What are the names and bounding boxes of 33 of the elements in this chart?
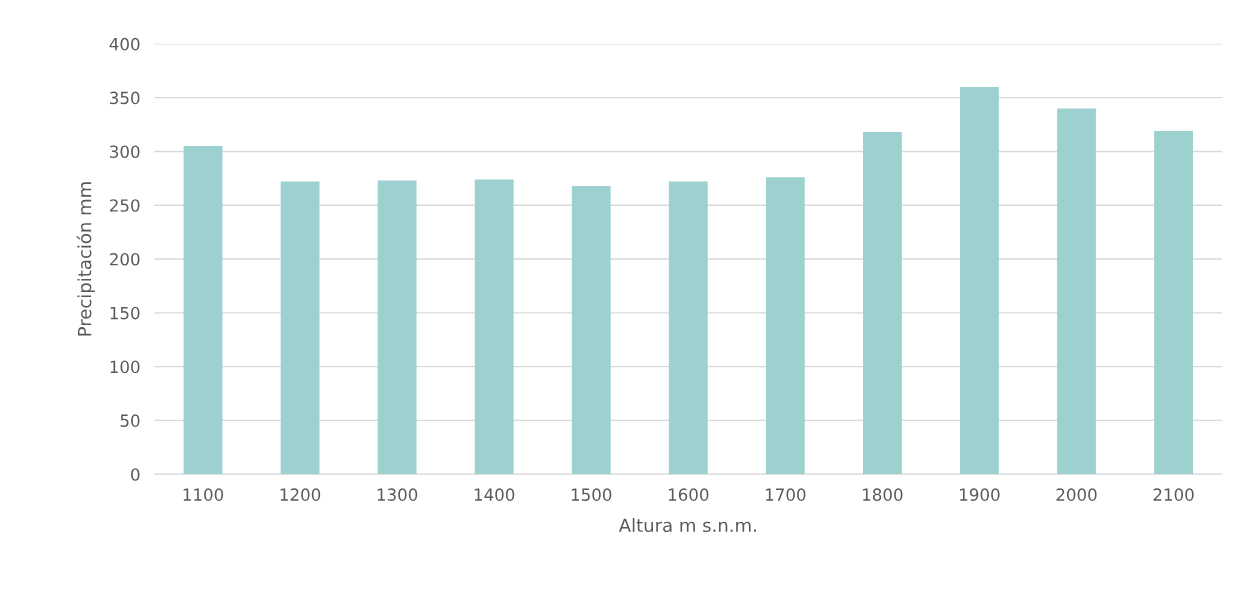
x-tick-label: 1900 <box>960 488 1000 501</box>
x-tick-label: 2100 <box>1153 488 1194 501</box>
y-axis-title: Precipitación mm <box>76 182 95 336</box>
y-tick-label: 250 <box>110 199 140 212</box>
bar <box>1154 131 1193 475</box>
x-tick-label: 2000 <box>1056 488 1097 501</box>
bar <box>377 180 417 475</box>
bar <box>571 185 611 475</box>
y-tick-label: 400 <box>109 37 140 51</box>
y-tick-label: 50 <box>120 414 140 427</box>
bar <box>960 86 999 475</box>
x-tick-label: 1500 <box>571 488 612 501</box>
y-tick-label: 100 <box>110 360 140 374</box>
bar <box>474 179 514 475</box>
y-tick-label: 350 <box>110 91 140 105</box>
bar <box>862 132 902 475</box>
x-tick-label: 1300 <box>377 488 418 501</box>
y-tick-label: 300 <box>110 145 140 159</box>
bar <box>183 146 223 475</box>
bar <box>1057 108 1096 475</box>
bar <box>668 181 708 475</box>
y-tick-label: 200 <box>110 252 140 266</box>
x-tick-label: 1400 <box>474 488 515 501</box>
x-tick-label: 1600 <box>668 488 709 501</box>
x-tick-label: 1800 <box>863 488 903 501</box>
x-tick-label: 1700 <box>765 488 806 501</box>
y-tick-label: 0 <box>131 468 140 481</box>
x-axis-title: Altura m s.n.m. <box>618 518 756 533</box>
bar <box>765 177 805 475</box>
bar <box>280 181 320 475</box>
x-tick-label: 1100 <box>183 488 224 501</box>
y-tick-label: 150 <box>110 306 140 320</box>
x-tick-label: 1200 <box>280 488 321 501</box>
